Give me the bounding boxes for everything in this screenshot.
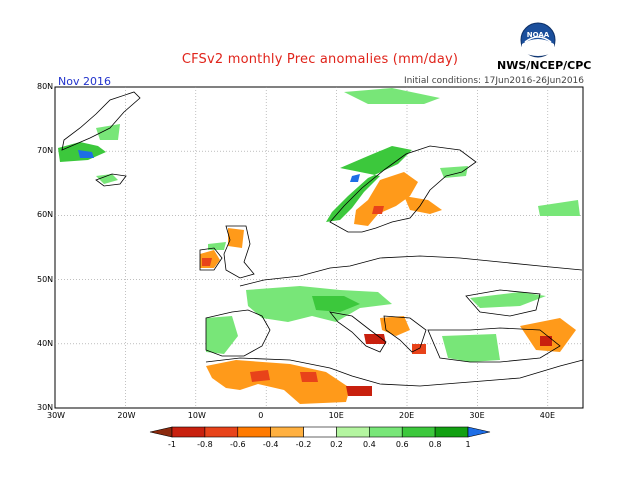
colorbar-segment [237,426,271,438]
anomaly-patch-sweden-dry [372,206,384,214]
anomaly-patch-iceland [96,174,118,184]
coastline-ireland [199,247,223,271]
coastline-britain [223,225,255,279]
colorbar-segment [303,426,337,438]
noaa-logo: NOAA [520,22,556,62]
anomaly-patch-ural [538,200,580,216]
colorbar: -1 -0.8 -0.6 -0.4 -0.2 0.2 0.4 0.6 0.8 1 [149,426,491,449]
colorbar-segment [336,426,370,438]
anomaly-patch-algeria-dry [300,372,318,382]
lat-label: 70N [37,146,54,156]
colorbar-tick-label: -0.6 [230,440,246,449]
lon-label: 20E [399,411,415,420]
agency-label: NWS/NCEP/CPC [497,59,592,72]
coastline-turkey [427,327,561,363]
anomaly-patch-caucasus-dry [540,336,552,346]
colorbar-tick-label: -0.4 [263,440,279,449]
colorbar-tick-label: 0.4 [363,440,376,449]
colorbar-segment [401,426,436,438]
lon-label: 0 [258,411,264,420]
map-frame [54,86,584,409]
colorbar-tick-label: 0.6 [396,440,409,449]
colorbar-tick-label: 1 [465,440,470,449]
lat-label: 60N [37,210,54,220]
colorbar-segment [369,426,403,438]
colorbar-tick-label: 0.8 [429,440,442,449]
anomaly-patch-libya-dry [346,386,372,396]
colorbar-tick-label: 0.2 [330,440,343,449]
colorbar-tick-label: -0.2 [296,440,312,449]
lon-label: 40E [539,411,556,420]
colorbar-segment [171,426,206,438]
colorbar-tick-label: -1 [168,440,176,449]
anomaly-patch-finland [404,196,442,214]
anomaly-patch-ireland-dry [202,258,212,266]
anomaly-patch-italy-south [364,334,386,344]
lat-label: 40N [37,338,54,348]
map-title: CFSv2 monthly Prec anomalies (mm/day) [181,52,459,67]
svg-text:NOAA: NOAA [527,31,550,39]
lat-label: 50N [37,274,54,284]
lat-label: 30N [37,403,54,412]
coastline-italy [329,311,387,353]
coastline-north-europe [239,255,583,287]
anomaly-patch-alps [312,296,360,312]
colorbar-segment [434,426,469,438]
coastline-north-africa [205,357,584,387]
anomaly-patch-iberia [206,316,238,354]
forecast-month: Nov 2016 [58,75,111,88]
anomaly-patch-svalbard [344,88,440,104]
anomaly-patch-north-africa [206,360,350,404]
colorbar-segment [204,426,239,438]
lon-label: 30W [47,411,66,420]
anomaly-patch-greece [412,344,426,354]
anomaly-patch-morocco-dry [250,370,270,382]
initial-conditions: Initial conditions: 17Jun2016-26Jun2016 [403,76,584,86]
lon-label: 10E [328,411,344,420]
coastline-greenland [61,91,141,151]
coastline-balkans [383,315,427,353]
colorbar-segment [270,426,304,438]
anomaly-patch-greenland-east [96,124,120,140]
lon-label: 10W [187,411,206,420]
coastline-iberia [205,309,271,357]
anomaly-patch-sweden [354,172,418,226]
coastline-black-sea [465,289,541,317]
coastline-scandinavia [329,145,477,233]
anomaly-patch-norway-high [350,174,360,182]
anomaly-patch-greenland-high [78,150,94,158]
coastlines [61,91,584,387]
anomaly-patch-russia-north [440,166,468,178]
coastline-iceland [95,173,127,187]
colorbar-tick-label: -0.8 [197,440,213,449]
colorbar-max-arrow [467,426,491,438]
anomaly-patch-scotland [228,228,244,248]
anomaly-patch-caucasus [520,318,576,352]
anomaly-patch-turkey-west [442,334,500,362]
lat-label: 80N [37,82,54,91]
anomaly-patch-black-sea [470,292,546,308]
colorbar-min-arrow [149,426,173,438]
lon-label: 20W [117,411,136,420]
lon-label: 30E [469,411,485,420]
